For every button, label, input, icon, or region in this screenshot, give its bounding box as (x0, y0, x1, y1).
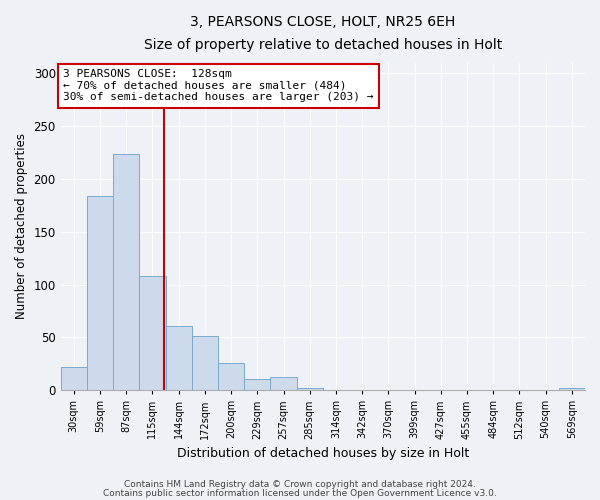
Bar (218, 362, 244, 390)
Bar (87, 196, 113, 390)
Bar (296, 388, 323, 390)
Text: 3 PEARSONS CLOSE:  128sqm
← 70% of detached houses are smaller (484)
30% of semi: 3 PEARSONS CLOSE: 128sqm ← 70% of detach… (63, 69, 374, 102)
Bar (559, 388, 585, 390)
Text: Contains HM Land Registry data © Crown copyright and database right 2024.: Contains HM Land Registry data © Crown c… (124, 480, 476, 489)
Bar (113, 154, 139, 390)
Y-axis label: Number of detached properties: Number of detached properties (15, 134, 28, 320)
Bar (139, 276, 166, 390)
Bar (61, 367, 87, 390)
Bar (244, 378, 271, 390)
X-axis label: Distribution of detached houses by size in Holt: Distribution of detached houses by size … (177, 447, 469, 460)
Text: Contains public sector information licensed under the Open Government Licence v3: Contains public sector information licen… (103, 488, 497, 498)
Bar (166, 326, 192, 390)
Title: 3, PEARSONS CLOSE, HOLT, NR25 6EH
Size of property relative to detached houses i: 3, PEARSONS CLOSE, HOLT, NR25 6EH Size o… (144, 15, 502, 52)
Bar (271, 378, 296, 390)
Bar (192, 336, 218, 390)
